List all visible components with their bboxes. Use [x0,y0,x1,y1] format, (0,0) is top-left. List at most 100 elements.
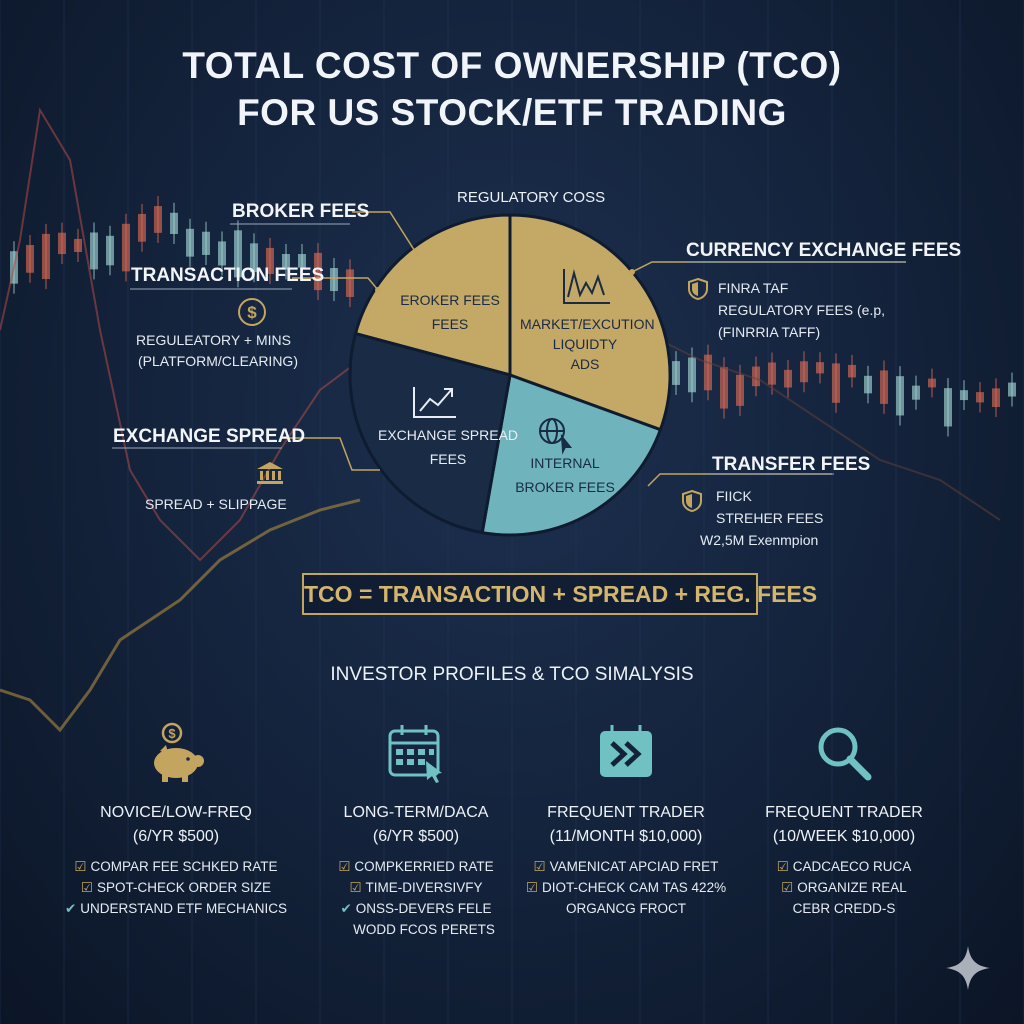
candle-body [848,364,856,378]
candle-body [90,232,98,270]
candle-body [768,362,776,385]
svg-text:$: $ [168,726,176,741]
candle-body [1008,382,1016,397]
candle-body [58,232,66,255]
transfer-sub-3: W2,5M Exenmpion [700,532,819,548]
profile-card-long-term: LONG-TERM/DACA (6/YR $500) ☑ COMPKERRIED … [296,718,536,940]
checklist-item: ✔ ONSS-DEVERS FELE [340,901,492,916]
slice-label-internal: INTERNAL BROKER FEES [515,455,615,495]
profile-name: FREQUENT TRADER [547,804,705,821]
candle-body [106,235,114,266]
transaction-sub-1: REGULEATORY + MINS [136,332,291,348]
slice-label-exchange: EXCHANGE SPREAD FEES [378,427,519,467]
pie-top-label: REGULATORY COSS [457,189,606,206]
candle-body [912,385,920,400]
candle-body [960,390,968,401]
magnifier-icon [818,727,872,781]
red-trend-line [0,107,401,562]
candle-body [720,367,728,409]
transfer-sub-2: STREHER FEES [716,510,824,526]
checklist-item: ✔ UNDERSTAND ETF MECHANICS [64,901,288,916]
candle-body [800,361,808,383]
fast-forward-icon [600,725,652,777]
candle-body [74,238,82,252]
profile-budget: (11/MONTH $10,000) [549,828,703,845]
checklist-item: ☑ ORGANIZE REAL [781,880,907,895]
profile-checklist: ☑ CADCAECO RUCA ☑ ORGANIZE REAL CEBR CREDD… [724,856,964,919]
candle-body [330,268,338,292]
candle-body [832,363,840,403]
candle-body [816,362,824,374]
checkbox-icon: ☑ [776,859,789,874]
callout-exchange-spread: EXCHANGE SPREAD [113,426,306,447]
profile-budget: (6/YR $500) [372,828,460,845]
checkbox-icon: ☑ [80,880,94,895]
callout-currency-fees: CURRENCY EXCHANGE FEES [686,240,962,261]
checklist-item: ☑ CADCAECO RUCA [776,859,912,874]
candle-body [186,228,194,257]
checklist-item: CEBR CREDD-S [792,901,896,916]
tco-formula-box: TCO = TRANSACTION + SPREAD + REG. FEES [302,573,817,615]
candle-body [250,243,258,273]
check-circle-icon: ✔ [340,901,352,916]
checklist-item: ☑ COMPKERRIED RATE [338,859,494,874]
piggy-bank-icon: $ [154,722,204,782]
title-line-1: TOTAL COST OF OWNERSHIP (TCO) [182,45,842,86]
tco-pie-chart [348,213,672,537]
trend-up-icon [413,387,456,418]
callout-transaction-fees: TRANSACTION FEES [131,265,325,286]
check-circle-icon: ✔ [64,901,77,916]
checklist-item: WODD FCOS PERETS [353,922,495,937]
candle-body [864,375,872,394]
candle-body [346,269,354,297]
callout-transfer-fees: TRANSFER FEES [712,454,871,475]
profile-name: LONG-TERM/DACA [343,804,489,821]
title-line-2: FOR US STOCK/ETF TRADING [237,92,787,133]
profile-budget: (10/WEEK $10,000) [772,828,916,845]
candle-body [282,254,290,270]
pie-slice-market [508,213,672,432]
gold-trend-line [0,498,361,733]
candle-body [944,388,952,427]
page-title: TOTAL COST OF OWNERSHIP (TCO) FOR US STO… [0,42,1024,136]
profile-card-novice: $ NOVICE/LOW-FREQ (6/YR $500) ☑ COMPAR FE… [56,718,296,919]
calendar-icon [388,725,442,783]
profile-name: FREQUENT TRADER [765,804,923,821]
chart-line-icon [563,269,610,304]
candle-body [170,212,178,234]
profile-card-frequent-weekly: FREQUENT TRADER (10/WEEK $10,000) ☑ CADCA… [724,718,964,919]
slice-label-broker: EROKER FEES FEES [400,292,500,332]
pie-slice-internal [480,372,663,537]
shield-icon [688,278,708,300]
checkbox-icon: ☑ [349,880,362,895]
checkbox-icon: ☑ [338,859,351,874]
profile-checklist: ☑ COMPAR FEE SCHKED RATE ☑ SPOT-CHECK ORDE… [56,856,296,919]
candle-body [704,354,712,391]
candle-body [202,231,210,255]
slice-label-market: MARKET/EXCUTION LIQUIDTY ADS [520,316,655,372]
shield-icon [682,490,702,512]
exchange-sub: SPREAD + SLIPPAGE [145,496,287,512]
callout-broker-fees: BROKER FEES [232,201,370,222]
sparkle-icon [946,946,990,990]
bank-icon [257,462,283,484]
candle-body [880,370,888,404]
checkbox-icon: ☑ [74,859,87,874]
currency-sub-3: (FINRRIA TAFF) [718,324,821,340]
checklist-item: ☑ SPOT-CHECK ORDER SIZE [80,880,272,895]
currency-sub-1: FINRA TAF [718,280,789,296]
candle-body [26,245,34,273]
candle-body [992,388,1000,408]
profile-checklist: ☑ VAMENICAT APCIAD FRET ☑ DIOT-CHECK CAM T… [506,856,746,919]
globe-cursor-icon [539,418,573,455]
currency-sub-2: REGULATORY FEES (e.p, [718,302,886,318]
candle-body [784,369,792,388]
candle-body [298,254,306,268]
candle-body [234,230,242,278]
profile-budget: (6/YR $500) [132,828,220,845]
candle-body [138,213,146,242]
right-trend-line [639,329,1001,521]
